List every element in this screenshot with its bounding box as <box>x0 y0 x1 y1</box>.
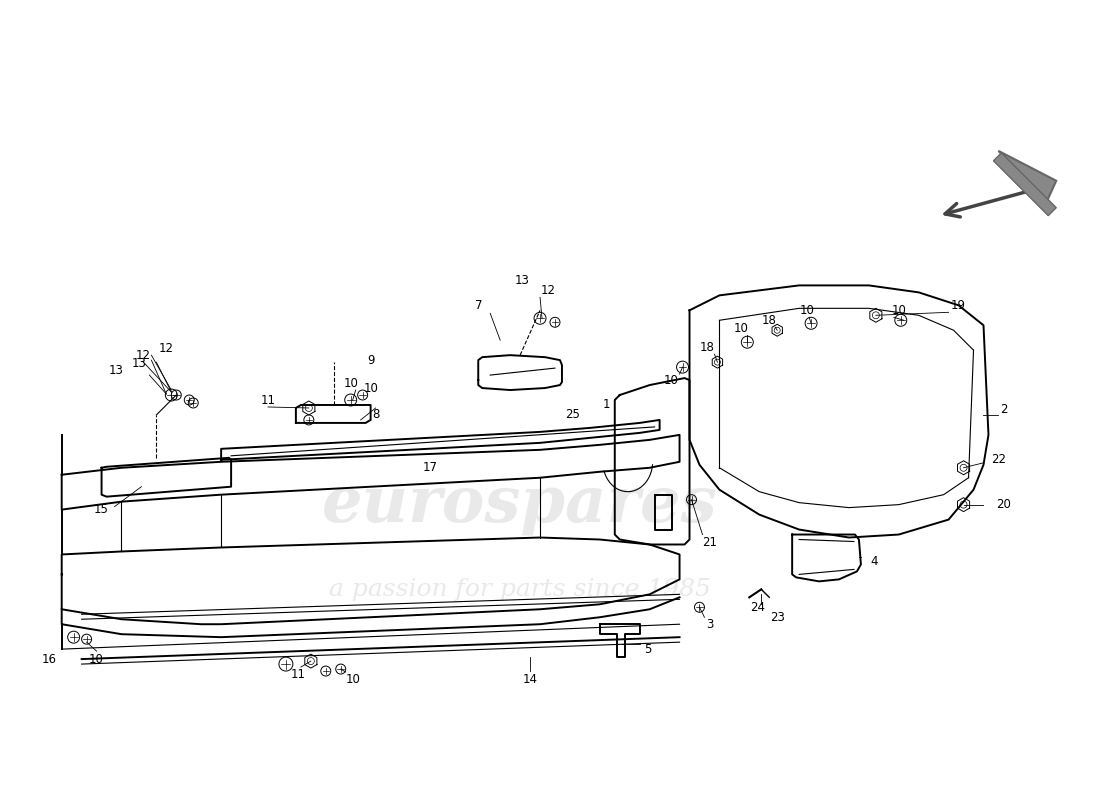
Text: 18: 18 <box>700 341 715 354</box>
Text: 10: 10 <box>800 304 814 317</box>
Text: 3: 3 <box>706 618 713 630</box>
Text: 25: 25 <box>565 409 581 422</box>
Text: 13: 13 <box>515 274 529 287</box>
Text: 11: 11 <box>290 667 306 681</box>
Text: 11: 11 <box>261 394 275 406</box>
Text: 2: 2 <box>1000 403 1008 417</box>
Text: 10: 10 <box>734 322 749 334</box>
Text: 4: 4 <box>870 555 878 568</box>
Text: 15: 15 <box>95 503 109 516</box>
Text: 8: 8 <box>372 409 379 422</box>
Text: 23: 23 <box>770 610 784 624</box>
Text: 24: 24 <box>750 601 764 614</box>
Text: 12: 12 <box>158 342 174 354</box>
Text: 13: 13 <box>132 357 147 370</box>
Polygon shape <box>993 153 1056 216</box>
Text: 14: 14 <box>522 673 538 686</box>
Text: 21: 21 <box>702 536 717 549</box>
Text: 10: 10 <box>891 304 906 317</box>
Text: 10: 10 <box>363 382 378 394</box>
Text: 13: 13 <box>109 364 124 377</box>
Text: 5: 5 <box>644 642 651 656</box>
Text: a passion for parts since 1985: a passion for parts since 1985 <box>329 578 711 601</box>
Text: 18: 18 <box>762 314 777 326</box>
Text: 10: 10 <box>345 673 360 686</box>
Text: 22: 22 <box>991 454 1005 466</box>
Text: eurospares: eurospares <box>322 474 718 535</box>
Text: 7: 7 <box>474 299 482 312</box>
Text: 1: 1 <box>603 398 611 411</box>
Text: 10: 10 <box>89 653 104 666</box>
Polygon shape <box>999 151 1056 202</box>
Text: 9: 9 <box>367 354 374 366</box>
Text: 19: 19 <box>952 299 966 312</box>
Text: 12: 12 <box>540 284 556 297</box>
Text: 12: 12 <box>136 349 151 362</box>
Text: 10: 10 <box>664 374 679 386</box>
Text: 20: 20 <box>996 498 1011 511</box>
Text: 10: 10 <box>343 377 359 390</box>
Text: 17: 17 <box>422 462 438 474</box>
Text: 16: 16 <box>41 653 56 666</box>
